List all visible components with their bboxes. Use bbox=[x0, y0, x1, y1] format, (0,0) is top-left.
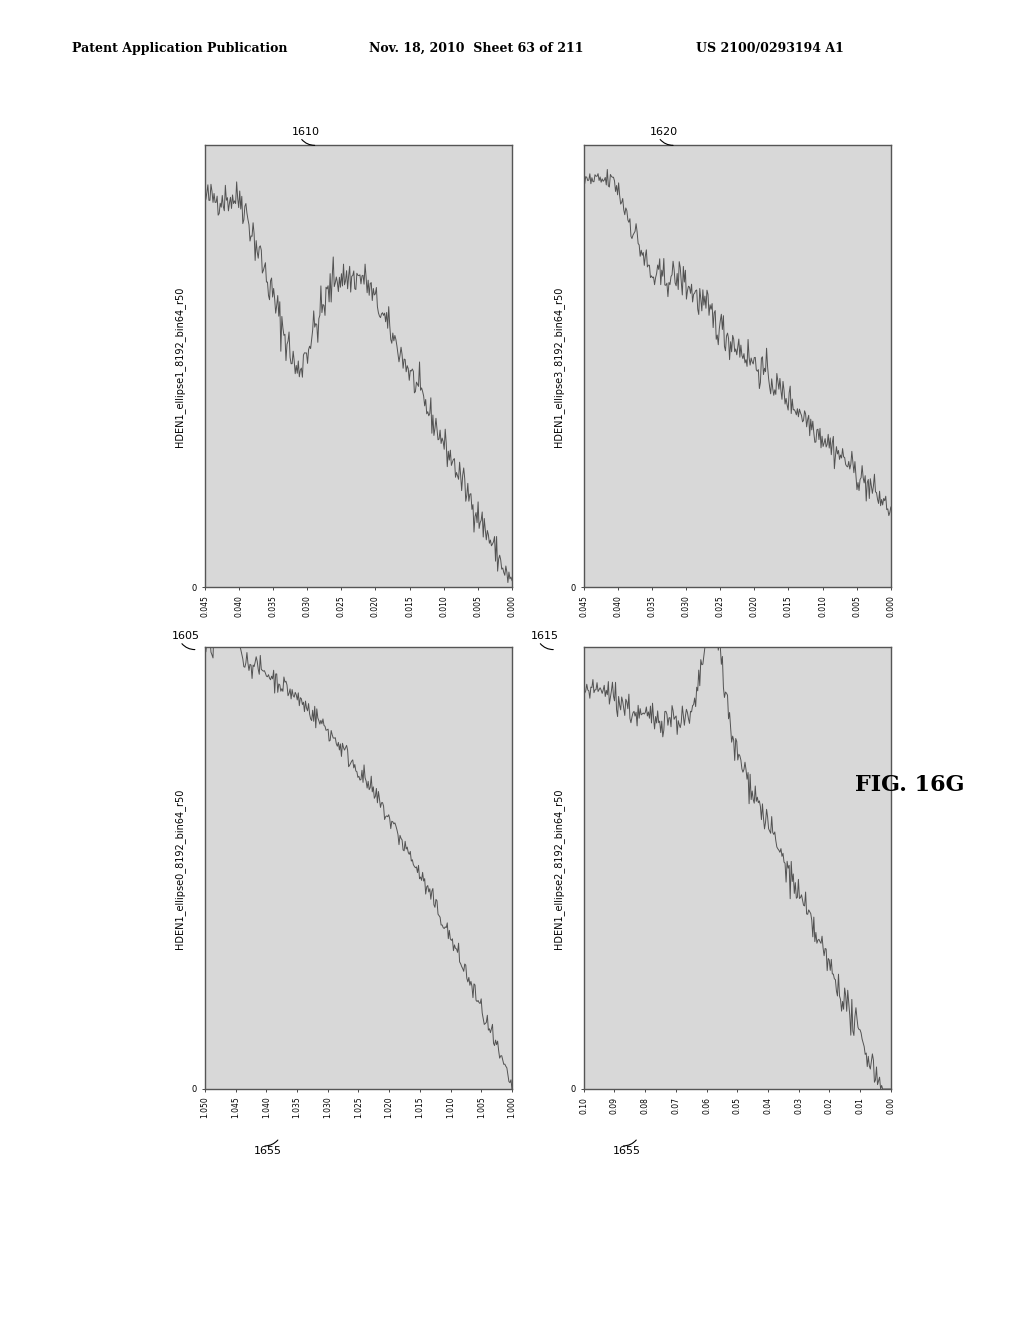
Text: HDEN1_ellipse1_8192_bin64_r50: HDEN1_ellipse1_8192_bin64_r50 bbox=[174, 286, 184, 447]
Text: US 2100/0293194 A1: US 2100/0293194 A1 bbox=[696, 42, 844, 55]
Text: FIG. 16G: FIG. 16G bbox=[855, 775, 965, 796]
Text: 1605: 1605 bbox=[172, 631, 200, 642]
Text: 1655: 1655 bbox=[254, 1146, 282, 1156]
Text: 1610: 1610 bbox=[292, 127, 319, 137]
Text: HDEN1_ellipse0_8192_bin64_r50: HDEN1_ellipse0_8192_bin64_r50 bbox=[174, 788, 184, 949]
Text: Patent Application Publication: Patent Application Publication bbox=[72, 42, 287, 55]
Text: 1620: 1620 bbox=[650, 127, 678, 137]
Text: 1655: 1655 bbox=[612, 1146, 640, 1156]
Text: HDEN1_ellipse2_8192_bin64_r50: HDEN1_ellipse2_8192_bin64_r50 bbox=[553, 788, 563, 949]
Text: Nov. 18, 2010  Sheet 63 of 211: Nov. 18, 2010 Sheet 63 of 211 bbox=[369, 42, 583, 55]
Text: HDEN1_ellipse3_8192_bin64_r50: HDEN1_ellipse3_8192_bin64_r50 bbox=[553, 286, 563, 447]
Text: 1615: 1615 bbox=[530, 631, 558, 642]
